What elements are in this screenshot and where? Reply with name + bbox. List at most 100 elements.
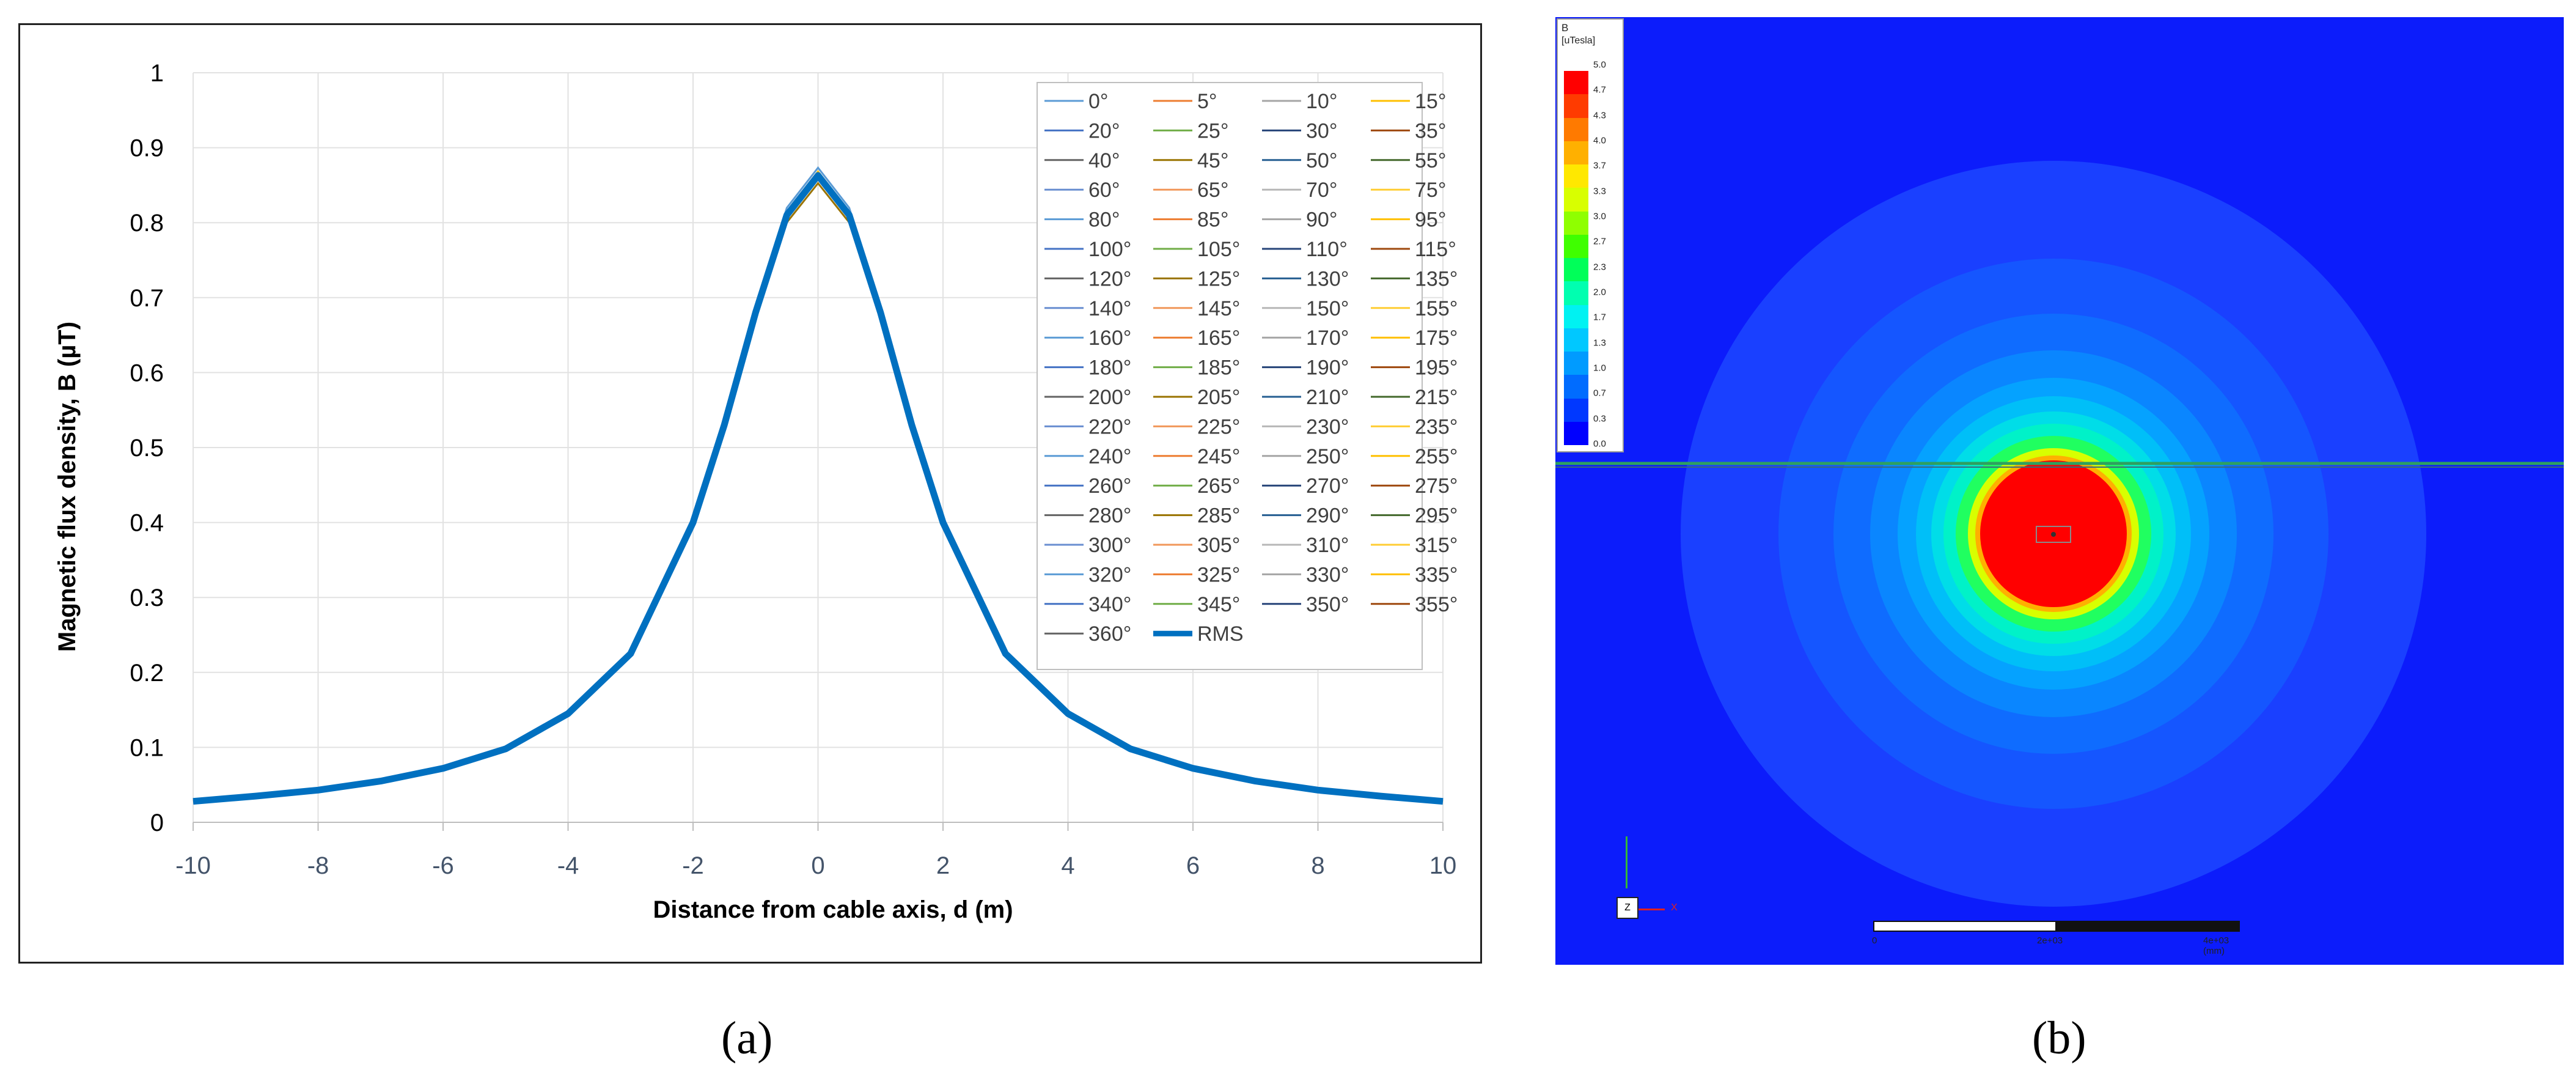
colorbar-tick-label: 0.0 bbox=[1593, 438, 1606, 449]
origin-box: Z bbox=[1616, 897, 1638, 919]
legend-label: 280° bbox=[1088, 504, 1131, 528]
legend-label: 45° bbox=[1197, 149, 1228, 172]
x-axis-label: Distance from cable axis, d (m) bbox=[653, 896, 1013, 923]
legend-label: 80° bbox=[1088, 208, 1120, 232]
z-axis-line bbox=[1626, 836, 1627, 888]
x-tick-label: -4 bbox=[557, 852, 579, 879]
legend-label: 175° bbox=[1415, 326, 1458, 350]
x-tick-label: 6 bbox=[1186, 852, 1200, 879]
legend-label: 190° bbox=[1306, 356, 1349, 380]
legend-label: 185° bbox=[1197, 356, 1240, 380]
legend-label: 125° bbox=[1197, 267, 1240, 290]
legend-label: 260° bbox=[1088, 474, 1131, 498]
colorbar-title: B bbox=[1561, 22, 1569, 34]
legend-label: 335° bbox=[1415, 563, 1458, 586]
colorbar-tick-label: 0.3 bbox=[1593, 413, 1606, 424]
legend-label: 180° bbox=[1088, 356, 1131, 380]
legend-label: 0° bbox=[1088, 90, 1109, 113]
legend-label: 135° bbox=[1415, 267, 1458, 290]
legend-label: 330° bbox=[1306, 563, 1349, 586]
colorbar-tick-label: 3.7 bbox=[1593, 160, 1606, 171]
cable-center-dot bbox=[2051, 532, 2056, 537]
legend-label: 210° bbox=[1306, 386, 1349, 409]
caption-b: (b) bbox=[2032, 1012, 2086, 1064]
rms-series-line bbox=[193, 172, 1444, 805]
x-axis-label-b: X bbox=[1671, 902, 1678, 913]
legend-label: 250° bbox=[1306, 445, 1349, 468]
colorbar-swatch bbox=[1564, 117, 1588, 141]
legend-label: 215° bbox=[1415, 386, 1458, 409]
legend-label: 115° bbox=[1415, 238, 1456, 261]
scale-label-1: 2e+03 bbox=[2037, 935, 2063, 946]
legend-label: 85° bbox=[1197, 208, 1228, 232]
legend-label: 165° bbox=[1197, 326, 1240, 350]
legend-label: 40° bbox=[1088, 149, 1120, 172]
x-tick-label: -10 bbox=[175, 852, 211, 879]
legend-label: 270° bbox=[1306, 474, 1349, 498]
y-tick-label: 0.7 bbox=[130, 285, 164, 312]
colorbar-ticks: 5.0 4.7 4.3 4.0 3.7 3.3 3.0 2.7 2.3 2.0 1.7 1.3 1.0 0… bbox=[1593, 60, 1624, 449]
legend-label: 140° bbox=[1088, 297, 1131, 320]
legend-label: 300° bbox=[1088, 534, 1131, 557]
legend-label: 145° bbox=[1197, 297, 1240, 320]
field-map-panel-b: B [uTesla] 5.0 4.7 4.3 4.0 3.7 3.3 3.0 2.7 2.3 2.… bbox=[1555, 17, 2564, 965]
colorbar-tick-label: 2.0 bbox=[1593, 287, 1606, 298]
legend-label: 100° bbox=[1088, 238, 1131, 261]
colorbar-swatch bbox=[1564, 164, 1588, 188]
legend-label: 25° bbox=[1197, 119, 1228, 142]
colorbar-swatch bbox=[1564, 141, 1588, 164]
y-tick-label: 0 bbox=[150, 809, 164, 836]
colorbar-swatch bbox=[1564, 375, 1588, 399]
x-tick-label: 2 bbox=[936, 852, 950, 879]
legend-label: 200° bbox=[1088, 386, 1131, 409]
colorbar-tick-label: 4.3 bbox=[1593, 110, 1606, 121]
legend-label: 230° bbox=[1306, 415, 1349, 438]
x-tick-label: 10 bbox=[1429, 852, 1457, 879]
legend-label: 255° bbox=[1415, 445, 1458, 468]
legend-label: 355° bbox=[1415, 593, 1458, 616]
legend-label: 305° bbox=[1197, 534, 1240, 557]
legend-label: 120° bbox=[1088, 267, 1131, 290]
line-chart: 0 0.1 0.2 0.3 0.4 0.5 0.6 0.7 0.8 0.9 1 -10 -8 -6 -4 -… bbox=[54, 60, 1458, 923]
colorbar-swatch bbox=[1564, 398, 1588, 422]
colorbar-tick-label: 1.3 bbox=[1593, 337, 1606, 348]
legend-label: 290° bbox=[1306, 504, 1349, 528]
x-tick-label: 8 bbox=[1311, 852, 1324, 879]
legend-label: 360° bbox=[1088, 622, 1131, 646]
colorbar-swatch bbox=[1564, 281, 1588, 305]
colorbar-tick-label: 5.0 bbox=[1593, 59, 1606, 70]
x-tick-label: -8 bbox=[307, 852, 329, 879]
y-tick-label: 0.2 bbox=[130, 660, 164, 687]
y-tick-label: 0.3 bbox=[130, 584, 164, 611]
colorbar-tick-label: 1.0 bbox=[1593, 363, 1606, 374]
colorbar-swatches bbox=[1564, 71, 1588, 445]
legend-label: 60° bbox=[1088, 179, 1120, 202]
y-tick-label: 0.4 bbox=[130, 510, 164, 537]
colorbar-swatch bbox=[1564, 211, 1588, 235]
y-tick-label: 1 bbox=[150, 60, 164, 87]
colorbar-tick-label: 4.7 bbox=[1593, 84, 1606, 95]
legend-label: 320° bbox=[1088, 563, 1131, 586]
legend-label: 265° bbox=[1197, 474, 1240, 498]
colorbar-tick-label: 0.7 bbox=[1593, 388, 1606, 399]
legend-label: 275° bbox=[1415, 474, 1458, 498]
colorbar-swatch bbox=[1564, 258, 1588, 282]
x-tick-label: -6 bbox=[432, 852, 454, 879]
legend-label: 315° bbox=[1415, 534, 1458, 557]
colorbar-tick-label: 3.0 bbox=[1593, 211, 1606, 222]
legend-label: 10° bbox=[1306, 90, 1337, 113]
legend-label: 30° bbox=[1306, 119, 1337, 142]
scale-label-2: 4e+03 (mm) bbox=[2203, 935, 2229, 956]
legend-label: 75° bbox=[1415, 179, 1446, 202]
y-tick-label: 0.5 bbox=[130, 435, 164, 462]
z-axis-label: Z bbox=[1624, 902, 1631, 913]
legend-label: 235° bbox=[1415, 415, 1458, 438]
colorbar-swatch bbox=[1564, 71, 1588, 95]
legend-label: 55° bbox=[1415, 149, 1446, 172]
legend-label: 130° bbox=[1306, 267, 1349, 290]
legend-label: 195° bbox=[1415, 356, 1458, 380]
legend-label: 220° bbox=[1088, 415, 1131, 438]
x-axis-line bbox=[1628, 909, 1665, 910]
legend-label: 95° bbox=[1415, 208, 1446, 232]
legend-label: 340° bbox=[1088, 593, 1131, 616]
